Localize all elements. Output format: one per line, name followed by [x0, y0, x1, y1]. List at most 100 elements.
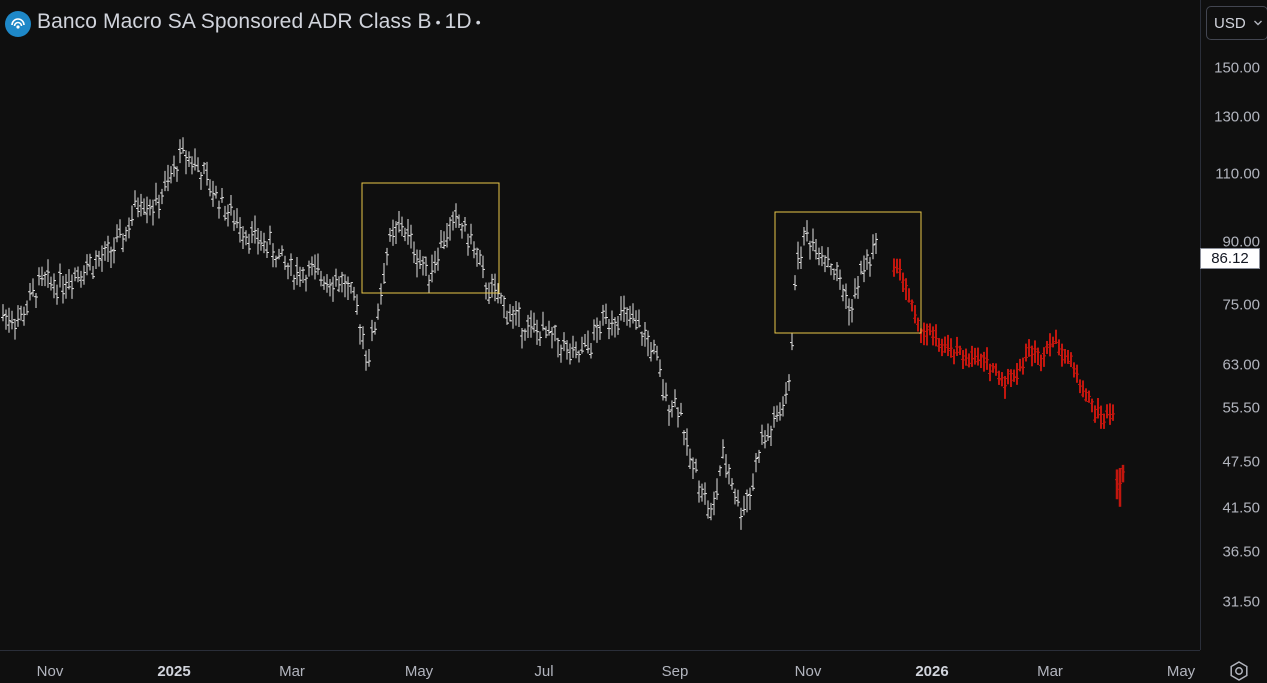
- last-price-label: 86.12: [1200, 248, 1260, 269]
- price-bar: [835, 261, 839, 282]
- price-bar: [409, 224, 413, 249]
- price-bar: [940, 338, 944, 357]
- price-bar: [1, 304, 5, 322]
- price-bar: [1042, 347, 1046, 367]
- interval-label: 1D: [444, 10, 472, 33]
- price-bar: [622, 295, 626, 323]
- price-bar: [202, 162, 206, 175]
- settings-gear-icon[interactable]: [1228, 660, 1250, 682]
- price-bar: [1045, 340, 1049, 354]
- currency-button[interactable]: USD: [1206, 6, 1267, 40]
- price-bar: [925, 323, 929, 346]
- price-bar: [331, 276, 335, 302]
- price-bar: [1081, 380, 1085, 398]
- price-bar: [64, 274, 68, 299]
- time-tick-label: May: [404, 663, 434, 680]
- price-bar: [373, 321, 377, 335]
- price-bar: [763, 430, 767, 449]
- price-bar: [502, 295, 506, 319]
- price-bar: [241, 226, 245, 249]
- price-bar: [226, 204, 230, 227]
- price-bar: [256, 227, 260, 255]
- price-bar: [133, 190, 137, 208]
- price-bar: [721, 439, 725, 459]
- price-bar: [982, 351, 986, 372]
- price-bar: [1024, 343, 1028, 362]
- price-bar: [442, 231, 446, 250]
- price-bar: [631, 303, 635, 324]
- price-bar: [544, 326, 548, 339]
- price-bar: [583, 334, 587, 348]
- price-bar: [103, 241, 107, 261]
- price-bar: [616, 315, 620, 335]
- price-bar: [13, 318, 17, 340]
- price-bar: [997, 370, 1001, 385]
- price-bar: [364, 350, 368, 371]
- price-bar: [568, 343, 572, 365]
- price-bar: [655, 345, 659, 361]
- price-bar: [43, 271, 47, 287]
- price-bar: [340, 271, 344, 293]
- price-bar: [337, 276, 341, 293]
- price-bar: [463, 216, 467, 232]
- price-bar: [277, 248, 281, 260]
- price-bar: [667, 404, 671, 426]
- price-bar: [448, 217, 452, 241]
- price-bar: [766, 423, 770, 441]
- price-bar: [808, 240, 812, 260]
- price-bar: [142, 198, 146, 216]
- price-bar: [481, 255, 485, 279]
- price-bar: [493, 273, 497, 302]
- time-tick-label: Mar: [279, 663, 305, 680]
- price-bar: [145, 196, 149, 224]
- price-bar: [238, 217, 242, 243]
- price-bar: [589, 342, 593, 359]
- price-axis[interactable]: 150.00 130.00 110.00 90.00 75.00 63.00 55.50 47…: [1200, 0, 1267, 650]
- price-bar: [82, 265, 86, 285]
- price-bar: [217, 200, 221, 219]
- pattern-box[interactable]: [774, 211, 922, 334]
- price-bar: [100, 245, 104, 272]
- price-chart[interactable]: [0, 0, 1200, 650]
- price-bar: [322, 276, 326, 290]
- price-bar: [250, 221, 254, 244]
- price-bar: [10, 310, 14, 330]
- price-bar: [1048, 333, 1052, 357]
- price-bar: [973, 347, 977, 365]
- price-bar: [376, 303, 380, 320]
- price-bar: [946, 334, 950, 357]
- price-bar: [934, 324, 938, 347]
- price-bar: [61, 275, 65, 304]
- price-bar: [172, 155, 176, 177]
- price-bar: [361, 326, 365, 350]
- time-axis[interactable]: Nov 2025 Mar May Jul Sep Nov 2026 Mar May: [0, 650, 1200, 683]
- price-bar: [40, 266, 44, 286]
- price-bar: [460, 222, 464, 239]
- price-bar: [469, 223, 473, 245]
- price-bar: [259, 230, 263, 251]
- pattern-box[interactable]: [361, 182, 500, 294]
- price-bar: [358, 324, 362, 345]
- price-bar: [286, 262, 290, 280]
- price-bar: [325, 274, 329, 293]
- price-bar: [505, 310, 509, 325]
- price-bar: [22, 306, 26, 326]
- price-bar: [868, 257, 872, 277]
- price-bar: [712, 491, 716, 516]
- price-bar: [688, 448, 692, 470]
- price-bar: [1075, 364, 1079, 383]
- price-bar: [646, 330, 650, 357]
- price-bar: [271, 243, 275, 268]
- price-bar: [607, 318, 611, 340]
- price-bar: [532, 312, 536, 333]
- price-bar: [175, 166, 179, 182]
- price-bar: [346, 276, 350, 300]
- price-bar: [118, 219, 122, 238]
- symbol-title[interactable]: Banco Macro SA Sponsored ADR Class B • 1D •: [37, 10, 485, 34]
- price-bar: [1078, 379, 1082, 394]
- price-bar: [802, 226, 806, 246]
- price-bar: [805, 220, 809, 242]
- price-bar: [991, 363, 995, 373]
- price-bar: [601, 304, 605, 326]
- price-bar: [292, 274, 296, 290]
